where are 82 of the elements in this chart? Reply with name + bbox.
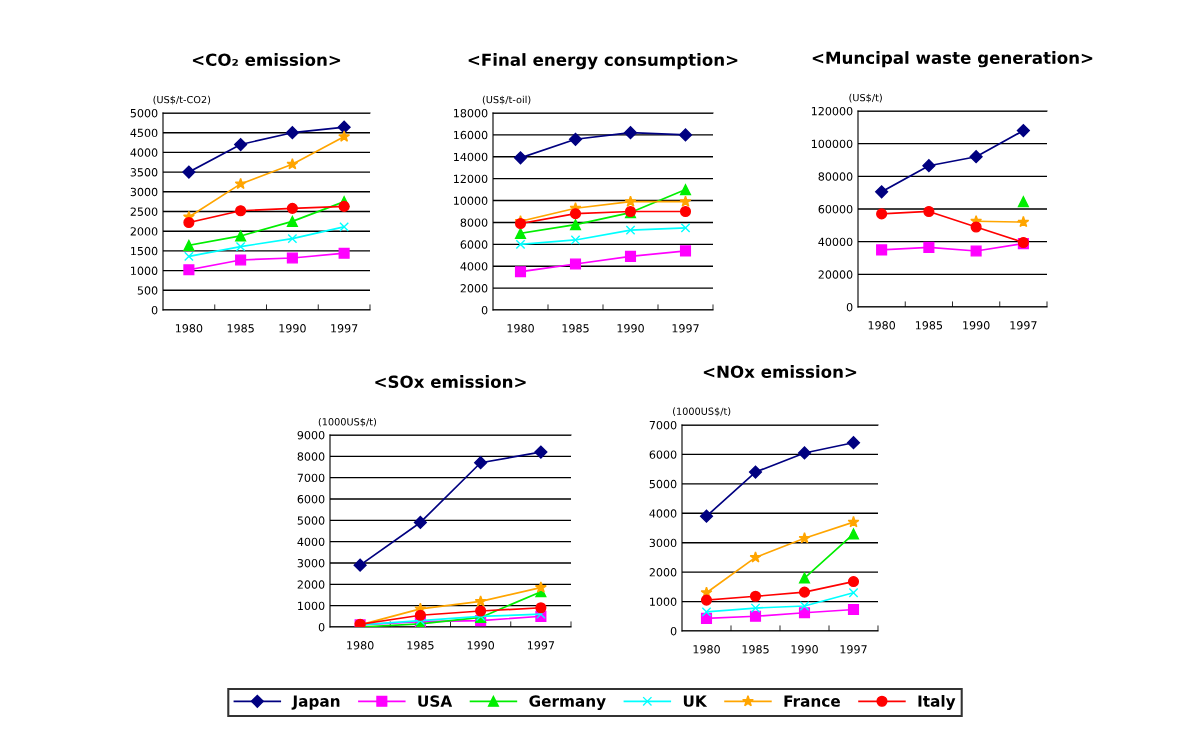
y-tick-label: 1500 xyxy=(131,246,158,256)
y-tick-label: 7000 xyxy=(297,473,325,483)
y-tick-label: 500 xyxy=(137,286,158,295)
x-tick-label: 1985 xyxy=(562,324,589,333)
y-tick-label: 3000 xyxy=(297,558,325,568)
x-tick-label: 1980 xyxy=(507,324,534,333)
chart-title: <NOx emission> xyxy=(703,365,857,379)
y-tick-label: 0 xyxy=(318,622,325,632)
y-axis-title: (1000US$/t) xyxy=(673,407,731,417)
y-tick-label: 5000 xyxy=(130,108,158,118)
x-tick-label: 1997 xyxy=(672,324,699,333)
y-tick-label: 80000 xyxy=(818,172,853,181)
chart-title: <Final energy consumption> xyxy=(468,53,738,70)
y-tick-label: 2000 xyxy=(460,284,488,293)
y-tick-label: 3000 xyxy=(649,538,677,548)
y-axis-title: (1000US$/t) xyxy=(318,417,376,427)
y-tick-label: 12000 xyxy=(454,174,488,184)
y-tick-label: 6000 xyxy=(649,450,677,459)
x-tick-label: 1990 xyxy=(963,321,990,330)
x-tick-label: 1980 xyxy=(175,324,203,333)
legend-label: Germany xyxy=(529,695,606,710)
y-tick-label: 2000 xyxy=(649,568,677,577)
y-tick-label: 4000 xyxy=(297,537,325,547)
x-tick-label: 1990 xyxy=(467,641,495,650)
y-tick-label: 6000 xyxy=(297,494,325,504)
y-tick-label: 40000 xyxy=(818,237,853,247)
x-tick-label: 1985 xyxy=(227,324,254,333)
y-tick-label: 4000 xyxy=(649,509,677,518)
y-tick-label: 7000 xyxy=(649,420,677,430)
y-tick-label: 8000 xyxy=(460,218,488,227)
x-tick-label: 1997 xyxy=(840,645,867,654)
y-tick-label: 0 xyxy=(846,302,853,312)
y-tick-label: 60000 xyxy=(818,204,853,214)
y-tick-label: 18000 xyxy=(454,108,488,118)
y-tick-label: 1000 xyxy=(298,601,325,611)
x-tick-label: 1980 xyxy=(693,645,720,654)
y-axis-title: (US$/t-CO2) xyxy=(153,95,211,105)
y-tick-label: 120000 xyxy=(811,106,853,116)
y-tick-label: 4500 xyxy=(130,128,158,138)
y-tick-label: 2000 xyxy=(130,227,158,236)
y-tick-label: 20000 xyxy=(818,270,853,279)
y-tick-label: 4000 xyxy=(460,262,488,271)
x-tick-label: 1997 xyxy=(331,324,358,333)
y-tick-label: 1000 xyxy=(650,597,677,606)
y-tick-label: 5000 xyxy=(297,516,325,525)
y-tick-label: 3000 xyxy=(130,187,158,197)
x-tick-label: 1985 xyxy=(742,645,769,654)
x-tick-label: 1990 xyxy=(279,324,306,333)
y-tick-label: 9000 xyxy=(297,430,325,440)
y-tick-label: 6000 xyxy=(460,240,488,249)
chart-title: <CO₂ emission> xyxy=(192,53,341,67)
y-tick-label: 10000 xyxy=(454,196,488,205)
chart-title: <Muncipal waste generation> xyxy=(812,51,1093,68)
y-tick-label: 3500 xyxy=(130,168,158,177)
y-tick-label: 2000 xyxy=(297,580,325,589)
x-tick-label: 1980 xyxy=(868,321,896,330)
y-tick-label: 100000 xyxy=(811,139,853,149)
y-tick-label: 14000 xyxy=(454,152,488,162)
chart-title: <SOx emission> xyxy=(375,375,526,389)
x-tick-label: 1990 xyxy=(791,645,818,654)
x-tick-label: 1980 xyxy=(347,641,374,650)
y-tick-label: 8000 xyxy=(297,452,325,461)
legend-label: Japan xyxy=(291,695,340,710)
x-tick-label: 1985 xyxy=(407,641,434,650)
y-tick-label: 0 xyxy=(670,626,677,636)
y-tick-label: 5000 xyxy=(649,479,677,489)
x-tick-label: 1997 xyxy=(527,641,555,650)
y-tick-label: 1000 xyxy=(131,266,158,275)
y-tick-label: 4000 xyxy=(130,148,158,157)
x-tick-label: 1990 xyxy=(617,324,644,333)
y-tick-label: 0 xyxy=(151,305,158,315)
x-tick-label: 1985 xyxy=(915,321,943,330)
y-tick-label: 0 xyxy=(481,305,488,315)
legend-label: France xyxy=(784,695,840,707)
legend-label: Italy xyxy=(918,695,956,710)
legend-label: UK xyxy=(683,695,708,707)
y-tick-label: 2500 xyxy=(130,207,158,216)
y-tick-label: 16000 xyxy=(454,130,488,140)
legend-label: USA xyxy=(418,695,453,707)
y-axis-title: (US$/t-oil) xyxy=(482,95,531,105)
y-axis-title: (US$/t) xyxy=(849,93,882,103)
x-tick-label: 1997 xyxy=(1010,321,1037,330)
